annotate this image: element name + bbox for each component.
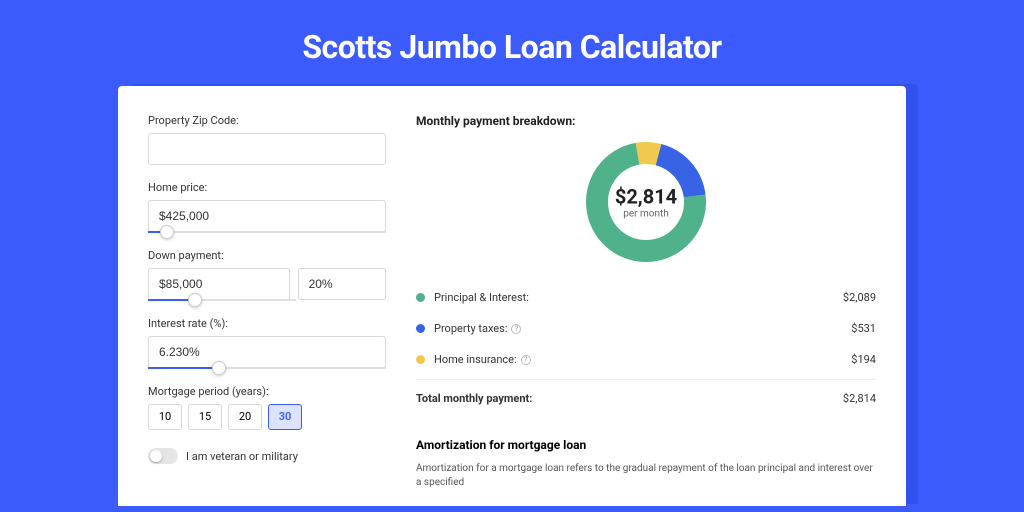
legend-label: Principal & Interest: [434,291,843,304]
donut-center: $2,814 per month [615,185,677,220]
legend-total-label: Total monthly payment: [416,392,843,405]
legend-value: $531 [851,322,876,335]
down-payment-amount-input[interactable] [148,268,290,300]
interest-rate-slider-fill [148,367,219,369]
breakdown-title: Monthly payment breakdown: [416,114,876,128]
legend-dot [416,293,425,302]
legend-row: Home insurance:?$194 [416,344,876,375]
home-price-slider[interactable] [148,231,386,233]
period-btn-10[interactable]: 10 [148,404,182,430]
info-icon[interactable]: ? [511,324,521,334]
donut-amount: $2,814 [615,185,677,209]
home-price-slider-thumb[interactable] [160,225,174,239]
mortgage-period-field: Mortgage period (years): 10152030 [148,385,386,430]
veteran-toggle-thumb [150,450,162,462]
legend-dot [416,324,425,333]
period-btn-15[interactable]: 15 [188,404,222,430]
legend-total-value: $2,814 [843,392,876,405]
legend-value: $2,089 [843,291,876,304]
zip-field: Property Zip Code: [148,114,386,165]
legend-total-row: Total monthly payment: $2,814 [416,379,876,414]
amortization-title: Amortization for mortgage loan [416,438,876,452]
amortization-text: Amortization for a mortgage loan refers … [416,462,876,490]
mortgage-period-options: 10152030 [148,404,386,430]
legend-label: Home insurance:? [434,353,851,366]
period-btn-20[interactable]: 20 [228,404,262,430]
down-payment-slider[interactable] [148,299,296,301]
calculator-card: Property Zip Code: Home price: Down paym… [118,86,906,506]
legend-value: $194 [851,353,876,366]
legend-rows: Principal & Interest:$2,089Property taxe… [416,282,876,375]
home-price-label: Home price: [148,181,386,194]
legend-row: Principal & Interest:$2,089 [416,282,876,313]
interest-rate-input[interactable] [148,336,386,368]
home-price-input[interactable] [148,200,386,232]
home-price-field: Home price: [148,181,386,233]
mortgage-period-label: Mortgage period (years): [148,385,386,398]
breakdown-column: Monthly payment breakdown: $2,814 per mo… [416,114,876,506]
zip-label: Property Zip Code: [148,114,386,127]
veteran-toggle[interactable] [148,448,178,464]
donut-chart-wrap: $2,814 per month [416,142,876,262]
veteran-row: I am veteran or military [148,448,386,464]
down-payment-field: Down payment: [148,249,386,301]
interest-rate-label: Interest rate (%): [148,317,386,330]
interest-rate-field: Interest rate (%): [148,317,386,369]
zip-input[interactable] [148,133,386,165]
veteran-label: I am veteran or military [186,450,298,463]
legend-dot [416,355,425,364]
info-icon[interactable]: ? [521,355,531,365]
legend-row: Property taxes:?$531 [416,313,876,344]
down-payment-label: Down payment: [148,249,386,262]
period-btn-30[interactable]: 30 [268,404,302,430]
page-title: Scotts Jumbo Loan Calculator [0,0,1024,86]
down-payment-slider-thumb[interactable] [188,293,202,307]
interest-rate-slider-thumb[interactable] [212,361,226,375]
donut-sub: per month [615,209,677,220]
interest-rate-slider[interactable] [148,367,386,369]
form-column: Property Zip Code: Home price: Down paym… [148,114,386,506]
legend-label: Property taxes:? [434,322,851,335]
down-payment-percent-input[interactable] [298,268,386,300]
